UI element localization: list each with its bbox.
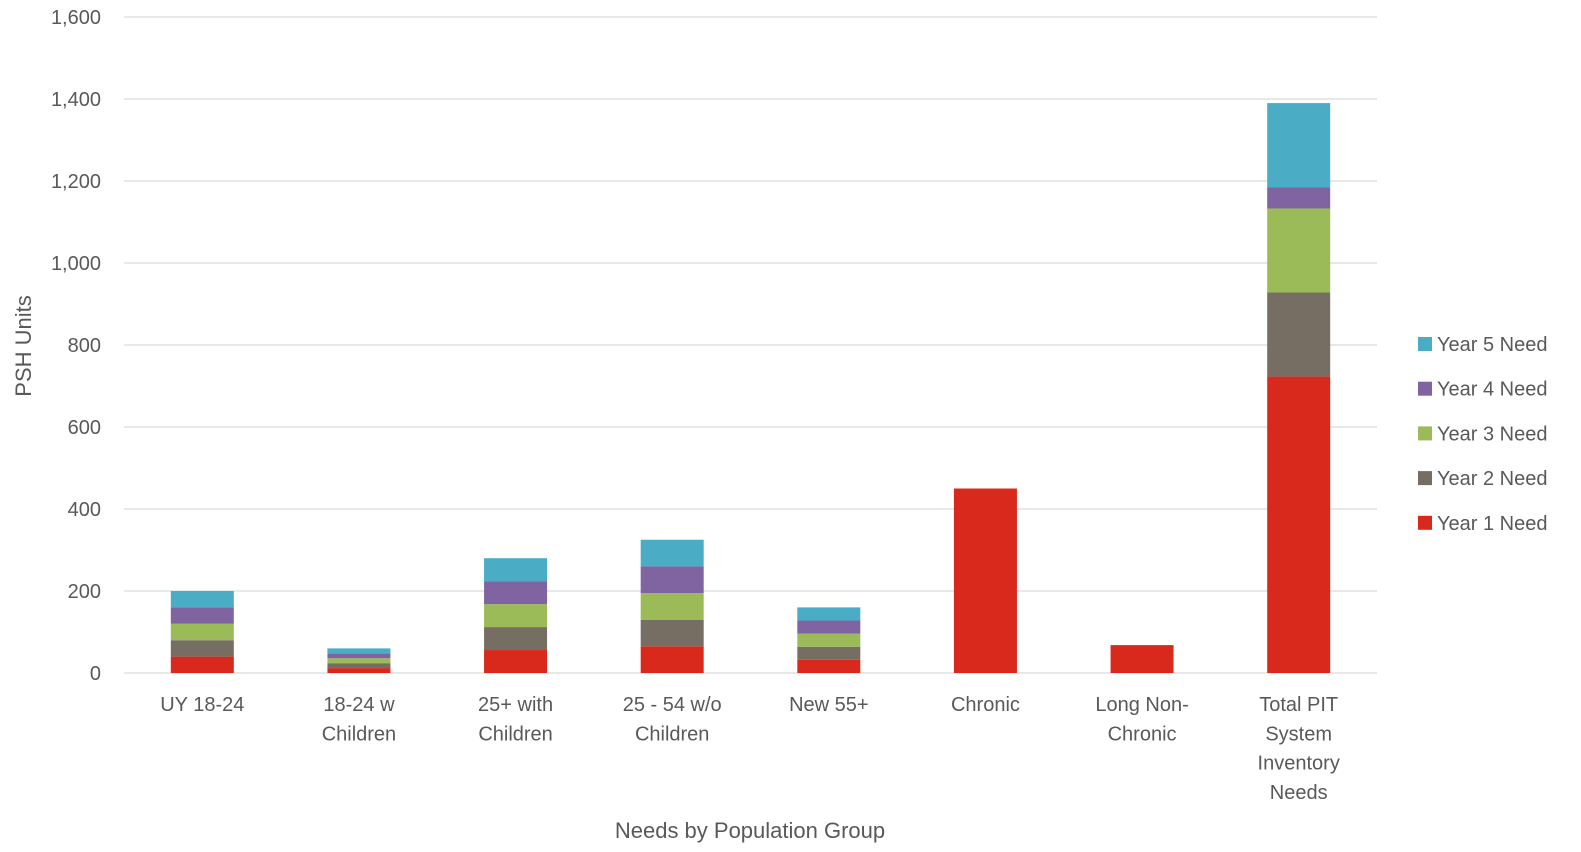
x-tick-label-line: Children (322, 723, 396, 745)
y-tick-label: 1,000 (51, 253, 101, 275)
legend-swatch (1418, 426, 1432, 441)
x-tick-label: Total PIT System Inventory Needs (1258, 694, 1340, 804)
x-tick-label: 25+ with Children (478, 694, 553, 745)
x-tick-label-line: Long Non- (1095, 694, 1188, 716)
bar-segment (170, 640, 234, 657)
x-tick-label-line: Inventory (1258, 753, 1340, 775)
bar-segment (640, 593, 704, 620)
y-tick-label: 1,600 (51, 7, 101, 29)
bar-segment (327, 653, 391, 659)
bar-segment (953, 488, 1017, 673)
x-tick-label-line: 25+ with (478, 694, 553, 716)
bars (170, 103, 1331, 673)
bar-segment (484, 604, 548, 628)
bar-segment (797, 633, 861, 647)
x-tick-label: UY 18-24 (160, 694, 244, 716)
x-tick-label-line: Total PIT (1259, 694, 1338, 716)
x-tick-label: 18-24 w Children (322, 694, 396, 745)
bar-segment (484, 650, 548, 673)
y-axis-title: PSH Units (11, 295, 36, 396)
x-tick-label: Long Non- Chronic (1095, 694, 1188, 745)
x-axis-title: Needs by Population Group (615, 818, 885, 843)
bar-segment (484, 627, 548, 651)
bar-segment (170, 656, 234, 673)
x-tick-label-line: 18-24 w (323, 694, 395, 716)
bar-segment (1110, 645, 1174, 673)
bar-segment (797, 646, 861, 660)
y-tick-label: 800 (68, 335, 101, 357)
legend-swatch (1418, 515, 1432, 530)
bar-segment (1267, 376, 1331, 673)
bar-segment (1267, 103, 1331, 188)
legend-label: Year 1 Need (1437, 513, 1547, 535)
legend-label: Year 3 Need (1437, 423, 1547, 445)
bar-segment (327, 648, 391, 654)
legend-swatch (1418, 381, 1432, 396)
y-tick-label: 1,200 (51, 171, 101, 193)
bar-segment (640, 646, 704, 673)
legend: Year 5 Need Year 4 Need Year 3 Need Year 2 … (1418, 334, 1547, 535)
y-tick-label: 600 (68, 417, 101, 439)
legend-label: Year 5 Need (1437, 334, 1547, 356)
x-tick-label: Chronic (951, 694, 1020, 716)
legend-label: Year 2 Need (1437, 468, 1547, 490)
bar-segment (1267, 208, 1331, 293)
gridlines (124, 16, 1377, 674)
legend-swatch (1418, 337, 1432, 351)
bar-segment (640, 539, 704, 567)
bar-segment (170, 607, 234, 624)
x-tick-label-line: Needs (1270, 782, 1328, 804)
x-tick-label-line: Chronic (951, 694, 1020, 716)
legend-swatch (1418, 471, 1432, 486)
y-tick-label: 400 (68, 499, 101, 521)
x-tick-label-line: UY 18-24 (160, 694, 244, 716)
x-tick-label-line: Children (478, 723, 552, 745)
bar-segment (484, 558, 548, 582)
x-tick-label-line: Chronic (1108, 723, 1177, 745)
bar-segment (484, 581, 548, 605)
y-tick-label: 200 (68, 581, 101, 603)
bar-segment (170, 591, 234, 608)
bar-segment (1267, 187, 1331, 209)
x-tick-label: New 55+ (789, 694, 869, 716)
bar-segment (640, 619, 704, 647)
bar-segment (327, 658, 391, 664)
bar-segment (797, 659, 861, 673)
y-axis-ticks: 0 200 400 600 800 1,000 1,200 1,400 1,600 (51, 7, 101, 685)
bar-segment (797, 620, 861, 634)
legend-label: Year 4 Need (1437, 379, 1547, 401)
y-tick-label: 0 (90, 663, 101, 685)
bar-segment (1267, 292, 1331, 377)
x-tick-label: 25 - 54 w/o Children (623, 694, 722, 745)
x-tick-label-line: Children (635, 723, 709, 745)
bar-segment (797, 607, 861, 621)
x-tick-label-line: 25 - 54 w/o (623, 694, 722, 716)
bar-segment (327, 668, 391, 673)
bar-segment (327, 663, 391, 669)
bar-segment (170, 623, 234, 641)
x-tick-label-line: System (1265, 723, 1332, 745)
x-tick-label-line: New 55+ (789, 694, 869, 716)
y-tick-label: 1,400 (51, 89, 101, 111)
bar-segment (640, 566, 704, 594)
